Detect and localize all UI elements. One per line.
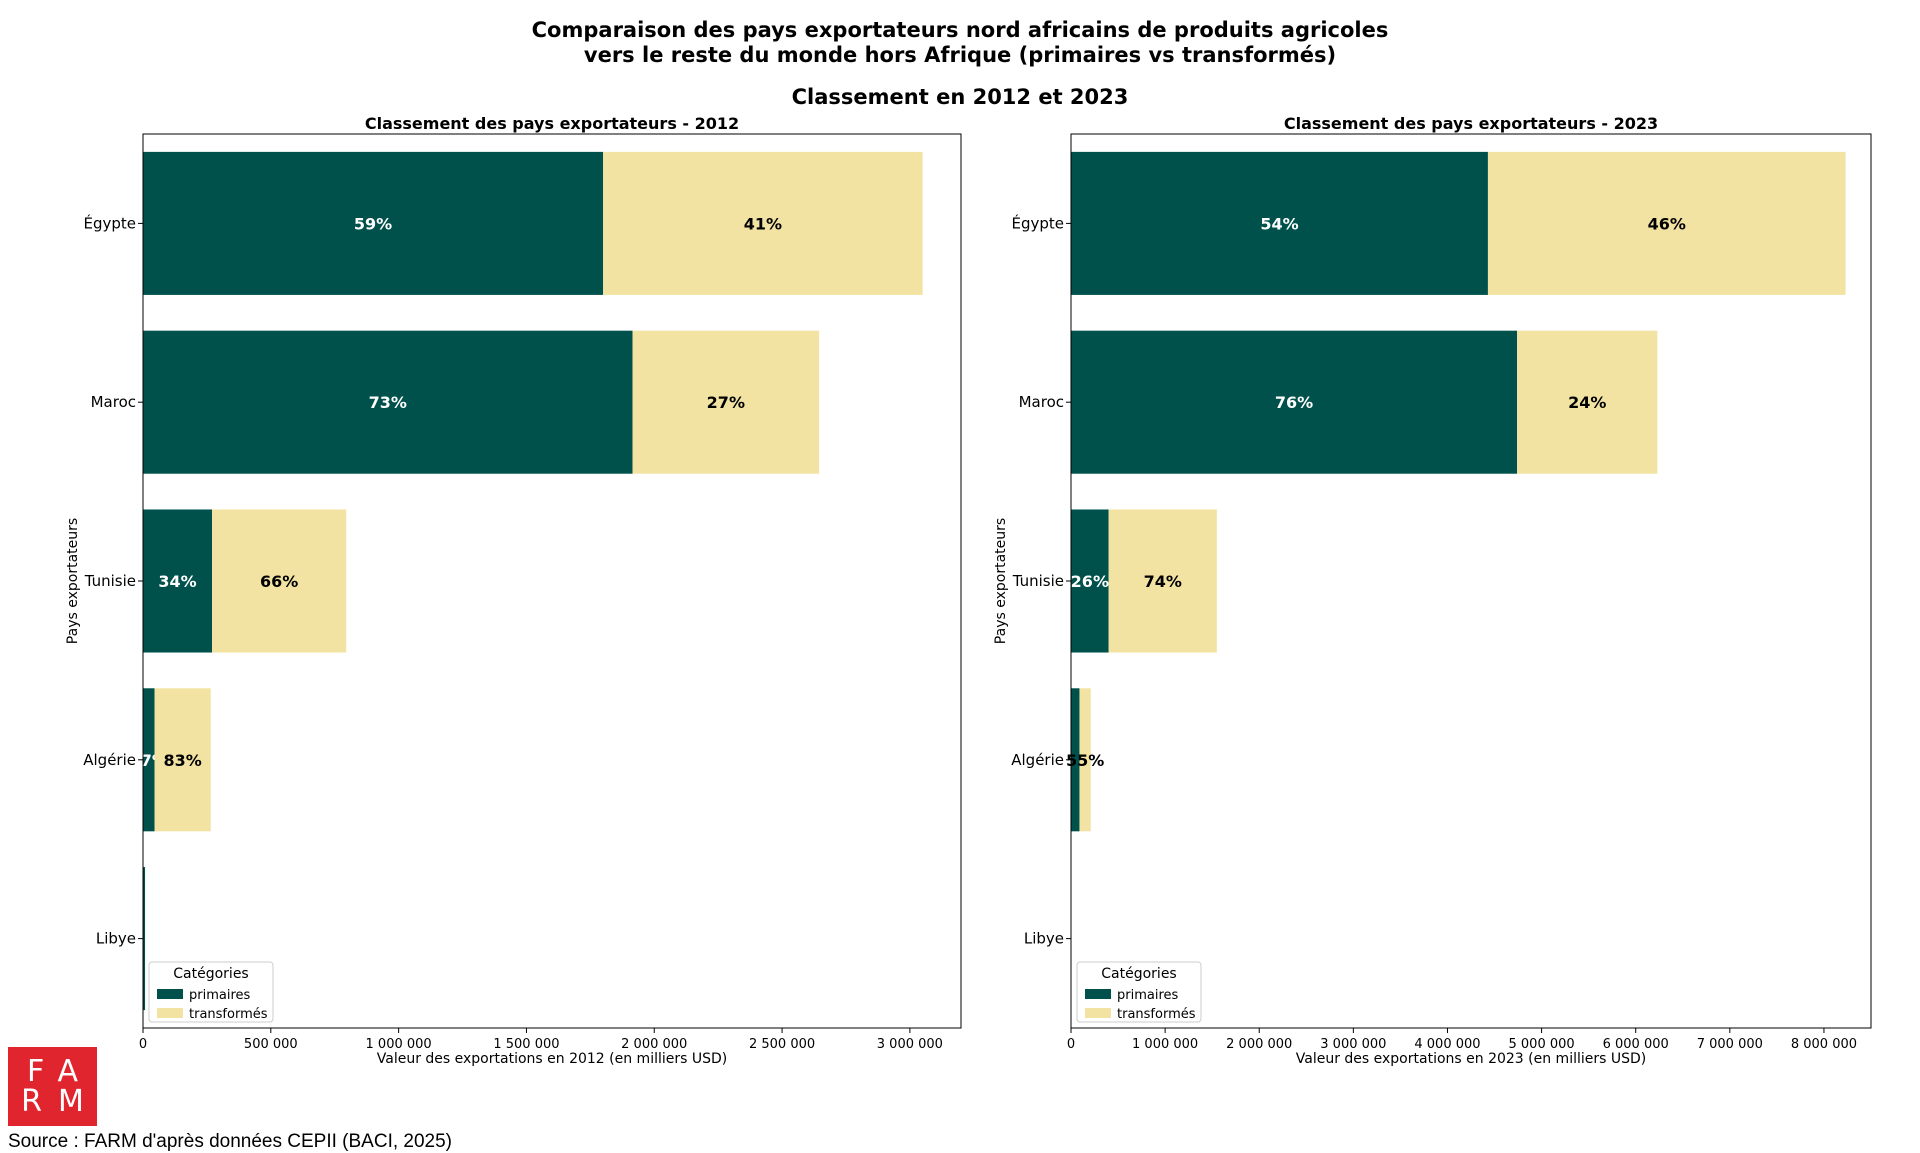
- x-tick-label: 500 000: [244, 1037, 298, 1052]
- y-tick-label: Libye: [1024, 930, 1064, 948]
- source-note: Source : FARM d'après données CEPII (BAC…: [8, 1131, 453, 1152]
- bar-transformés: [1079, 688, 1091, 832]
- y-tick-label: Tunisie: [84, 572, 136, 590]
- x-tick-label: 6 000 000: [1603, 1037, 1669, 1052]
- y-axis-label: Pays exportateurs: [65, 518, 81, 644]
- x-tick-label: 0: [139, 1037, 147, 1052]
- bar-primaires: [1071, 330, 1518, 474]
- bar-transformés: [632, 330, 820, 474]
- bar-data-label: 26%: [1071, 572, 1109, 591]
- x-tick-label: 1 500 000: [493, 1037, 559, 1052]
- x-tick-label: 3 000 000: [877, 1037, 943, 1052]
- bar-transformés: [1487, 151, 1846, 295]
- x-tick-label: 2 000 000: [1226, 1037, 1292, 1052]
- legend-swatch-primaires: [157, 989, 183, 999]
- y-tick-label: Égypte: [1011, 213, 1064, 232]
- bar-data-label: 59%: [354, 214, 392, 233]
- logo-row-1: FA: [26, 1053, 95, 1089]
- legend-box: [148, 961, 274, 1023]
- bar-primaires: [1071, 151, 1488, 295]
- bar-transformés: [1108, 509, 1217, 653]
- bar-transformés: [154, 688, 211, 832]
- legend-label-primaires: primaires: [1117, 988, 1179, 1003]
- x-axis-label: Valeur des exportations en 2012 (en mill…: [377, 1051, 728, 1067]
- bar-data-label: 73%: [369, 393, 407, 412]
- x-tick-label: 2 000 000: [621, 1037, 687, 1052]
- y-tick-label: Maroc: [91, 393, 136, 411]
- subtitle: Classement en 2012 et 2023: [791, 85, 1129, 109]
- bar-primaires: [143, 151, 604, 295]
- x-tick-label: 3 000 000: [1320, 1037, 1386, 1052]
- legend-label-transformés: transformés: [189, 1007, 268, 1022]
- bar-data-label: 46%: [1648, 214, 1686, 233]
- bar-primaires: [1071, 688, 1080, 832]
- farm-logo: FA RM: [8, 1047, 97, 1126]
- bar-data-label: 83%: [163, 751, 201, 770]
- legend-swatch-transformés: [157, 1008, 183, 1018]
- y-tick-label: Maroc: [1019, 393, 1064, 411]
- bar-transformés: [212, 509, 347, 653]
- bar-primaires: [143, 330, 633, 474]
- bar-primaires: [143, 509, 213, 653]
- y-tick-label: Libye: [96, 930, 136, 948]
- x-tick-label: 1 000 000: [1132, 1037, 1198, 1052]
- legend-label-primaires: primaires: [189, 988, 251, 1003]
- logo-row-2: RM: [21, 1083, 100, 1119]
- y-tick-label: Égypte: [83, 213, 136, 232]
- x-tick-label: 1 000 000: [366, 1037, 432, 1052]
- legend-title: Catégories: [173, 966, 248, 982]
- legend-title: Catégories: [1101, 966, 1176, 982]
- y-axis-label: Pays exportateurs: [993, 518, 1009, 644]
- legend-box: [1076, 961, 1202, 1023]
- bar-transformés: [603, 151, 923, 295]
- x-tick-label: 8 000 000: [1791, 1037, 1857, 1052]
- panel-title: Classement des pays exportateurs - 2023: [1284, 114, 1658, 133]
- bar-primaires: [143, 867, 146, 1011]
- bar-transformés: [1517, 330, 1658, 474]
- panel-title: Classement des pays exportateurs - 2012: [365, 114, 739, 133]
- main-title-line1: Comparaison des pays exportateurs nord a…: [531, 18, 1389, 42]
- bar-data-label: 27%: [707, 393, 745, 412]
- bar-data-label: 55%: [1066, 751, 1104, 770]
- x-tick-label: 2 500 000: [749, 1037, 815, 1052]
- x-axis-label: Valeur des exportations en 2023 (en mill…: [1296, 1051, 1647, 1067]
- bar-primaires: [1071, 509, 1109, 653]
- x-tick-label: 4 000 000: [1414, 1037, 1480, 1052]
- y-tick-label: Tunisie: [1012, 572, 1064, 590]
- y-tick-label: Algérie: [1011, 751, 1064, 769]
- bar-data-label: 74%: [1144, 572, 1182, 591]
- legend-swatch-transformés: [1085, 1008, 1111, 1018]
- bar-primaires: [143, 688, 155, 832]
- bar-data-label: 76%: [1275, 393, 1313, 412]
- bar-data-label: 41%: [744, 214, 782, 233]
- y-tick-label: Algérie: [83, 751, 136, 769]
- main-title: Comparaison des pays exportateurs nord a…: [0, 18, 1920, 68]
- plot-frame: [142, 133, 962, 1029]
- plot-frame: [1070, 133, 1872, 1029]
- legend-swatch-primaires: [1085, 989, 1111, 999]
- legend-label-transformés: transformés: [1117, 1007, 1196, 1022]
- bar-data-label: 34%: [158, 572, 196, 591]
- bar-data-label: 24%: [1568, 393, 1606, 412]
- x-tick-label: 5 000 000: [1509, 1037, 1575, 1052]
- bar-data-label: 66%: [260, 572, 298, 591]
- main-title-line2: vers le reste du monde hors Afrique (pri…: [583, 43, 1337, 67]
- x-tick-label: 0: [1067, 1037, 1075, 1052]
- bar-data-label: 54%: [1260, 214, 1298, 233]
- x-tick-label: 7 000 000: [1697, 1037, 1763, 1052]
